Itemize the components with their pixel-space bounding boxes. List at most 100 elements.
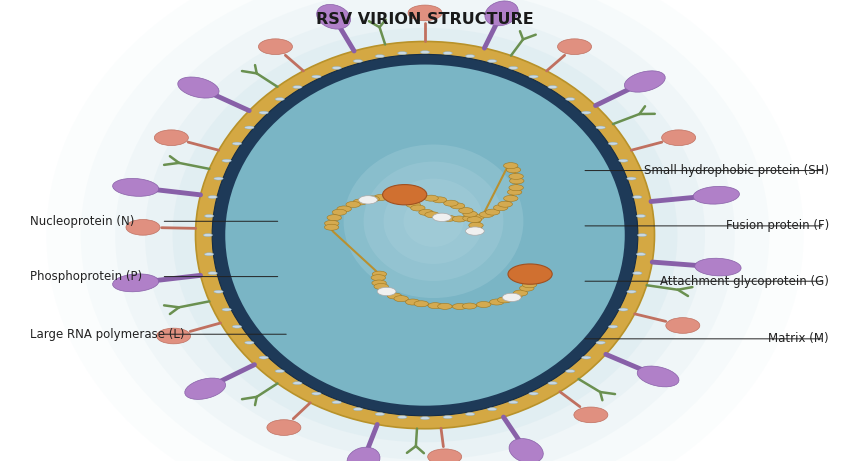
Ellipse shape xyxy=(346,201,360,207)
Ellipse shape xyxy=(487,59,496,63)
Text: RSV VIRION STRUCTURE: RSV VIRION STRUCTURE xyxy=(316,12,534,27)
Ellipse shape xyxy=(619,308,628,311)
Ellipse shape xyxy=(609,142,618,145)
Ellipse shape xyxy=(507,293,522,299)
Polygon shape xyxy=(509,438,543,461)
Ellipse shape xyxy=(494,205,508,211)
Ellipse shape xyxy=(359,195,377,204)
Ellipse shape xyxy=(503,163,518,169)
Ellipse shape xyxy=(548,382,558,384)
Ellipse shape xyxy=(208,195,218,199)
Polygon shape xyxy=(625,71,666,92)
Ellipse shape xyxy=(337,206,351,212)
Ellipse shape xyxy=(428,449,462,461)
Ellipse shape xyxy=(477,301,491,307)
Ellipse shape xyxy=(462,303,477,309)
Ellipse shape xyxy=(450,203,465,209)
Text: Small hydrophobic protein (SH): Small hydrophobic protein (SH) xyxy=(643,164,829,177)
Ellipse shape xyxy=(438,303,452,309)
Ellipse shape xyxy=(507,189,522,195)
Ellipse shape xyxy=(411,205,425,211)
Ellipse shape xyxy=(371,275,386,281)
Polygon shape xyxy=(693,186,740,204)
Ellipse shape xyxy=(509,178,524,184)
Ellipse shape xyxy=(497,297,512,303)
Ellipse shape xyxy=(596,126,605,129)
Ellipse shape xyxy=(156,328,190,344)
Ellipse shape xyxy=(332,66,342,70)
Polygon shape xyxy=(694,258,741,276)
Ellipse shape xyxy=(214,290,224,293)
Ellipse shape xyxy=(637,214,646,218)
Ellipse shape xyxy=(353,199,367,205)
Ellipse shape xyxy=(503,195,518,201)
Ellipse shape xyxy=(212,54,638,416)
Ellipse shape xyxy=(565,370,575,372)
Ellipse shape xyxy=(443,52,452,54)
Ellipse shape xyxy=(408,5,442,21)
Text: Large RNA polymerase (L): Large RNA polymerase (L) xyxy=(30,328,184,341)
Ellipse shape xyxy=(325,224,339,230)
Ellipse shape xyxy=(145,11,705,460)
Polygon shape xyxy=(184,378,225,399)
Ellipse shape xyxy=(204,253,213,256)
Ellipse shape xyxy=(419,209,434,215)
Ellipse shape xyxy=(258,39,292,54)
Ellipse shape xyxy=(394,296,408,301)
Ellipse shape xyxy=(275,98,285,100)
Ellipse shape xyxy=(411,194,425,200)
Ellipse shape xyxy=(466,227,484,235)
Ellipse shape xyxy=(468,222,483,228)
Ellipse shape xyxy=(259,111,269,114)
Ellipse shape xyxy=(374,284,388,290)
Polygon shape xyxy=(317,5,350,29)
Ellipse shape xyxy=(232,325,241,328)
Ellipse shape xyxy=(343,145,524,298)
Ellipse shape xyxy=(214,177,224,180)
Ellipse shape xyxy=(173,28,677,442)
Ellipse shape xyxy=(425,212,439,218)
Ellipse shape xyxy=(325,220,339,226)
Ellipse shape xyxy=(619,159,628,162)
Ellipse shape xyxy=(565,98,575,100)
Ellipse shape xyxy=(441,215,456,221)
Text: Fusion protein (F): Fusion protein (F) xyxy=(726,219,829,232)
Ellipse shape xyxy=(327,215,342,221)
Ellipse shape xyxy=(332,401,342,404)
Ellipse shape xyxy=(581,111,591,114)
Ellipse shape xyxy=(558,39,592,54)
Ellipse shape xyxy=(638,234,647,236)
Ellipse shape xyxy=(469,214,484,220)
Ellipse shape xyxy=(609,325,618,328)
Ellipse shape xyxy=(375,413,384,416)
Ellipse shape xyxy=(490,299,504,305)
Ellipse shape xyxy=(452,216,467,222)
Ellipse shape xyxy=(420,51,429,53)
Ellipse shape xyxy=(292,382,302,384)
Ellipse shape xyxy=(400,196,415,202)
Ellipse shape xyxy=(666,318,700,333)
Ellipse shape xyxy=(428,303,442,309)
Polygon shape xyxy=(484,1,518,26)
Ellipse shape xyxy=(398,192,412,198)
Ellipse shape xyxy=(443,416,452,419)
Ellipse shape xyxy=(398,52,407,54)
Ellipse shape xyxy=(222,159,231,162)
Ellipse shape xyxy=(433,197,447,203)
Ellipse shape xyxy=(508,401,518,404)
Ellipse shape xyxy=(463,211,478,217)
Ellipse shape xyxy=(365,196,379,202)
Ellipse shape xyxy=(485,209,500,215)
Ellipse shape xyxy=(332,209,347,215)
Ellipse shape xyxy=(466,413,475,416)
Text: Phosphoprotein (P): Phosphoprotein (P) xyxy=(30,270,142,283)
Ellipse shape xyxy=(529,75,538,78)
Ellipse shape xyxy=(292,86,302,89)
Ellipse shape xyxy=(312,75,321,78)
Ellipse shape xyxy=(581,356,591,359)
Polygon shape xyxy=(178,77,219,98)
Ellipse shape xyxy=(468,226,483,232)
Ellipse shape xyxy=(204,214,213,218)
Ellipse shape xyxy=(398,416,407,419)
Ellipse shape xyxy=(522,282,536,288)
